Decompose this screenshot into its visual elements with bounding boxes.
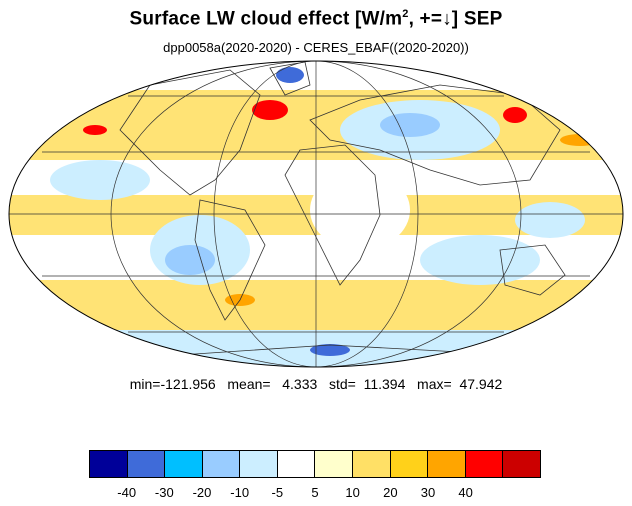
colorbar-cell (240, 451, 278, 477)
colorbar-tick-label: 20 (383, 485, 398, 500)
colorbar-tick-label: -40 (117, 485, 137, 500)
colorbar-cell (165, 451, 203, 477)
continent-eurasia (309, 84, 561, 186)
colorbar (89, 450, 541, 478)
colorbar-cell (90, 451, 128, 477)
colorbar-cell (503, 451, 540, 477)
continent-south-america (194, 199, 266, 321)
field-patch (420, 235, 540, 285)
field-patch (380, 113, 440, 137)
field-patch (310, 344, 350, 356)
globe-outline (8, 60, 624, 368)
colorbar-tick-label: -30 (154, 485, 174, 500)
colorbar-cell (428, 451, 466, 477)
title-prefix: Surface LW cloud effect [W/m (129, 8, 403, 30)
colorbar-cell (127, 451, 166, 477)
field-patch (515, 202, 585, 238)
colorbar-cell (315, 451, 354, 477)
field-patch (83, 125, 107, 135)
field-patch (252, 100, 288, 120)
field-patch (50, 160, 150, 200)
colorbar-cell (353, 451, 391, 477)
world-map (8, 60, 624, 368)
chart-subtitle: dpp0058a(2020-2020) - CERES_EBAF((2020-2… (163, 40, 469, 55)
continent-africa (284, 144, 381, 286)
continent-north-america (119, 69, 261, 196)
title-superscript: 2 (402, 8, 409, 20)
colorbar-tick-label: 5 (311, 485, 319, 500)
title-suffix: , +=↓] SEP (408, 8, 503, 30)
colorbar-tick-label: -5 (271, 485, 284, 500)
continent-greenland (269, 61, 311, 96)
colorbar-tick-label: -20 (192, 485, 212, 500)
field-patch (165, 245, 215, 275)
continent-australia (499, 244, 566, 296)
field-patch (503, 107, 527, 123)
colorbar-tick-label: 10 (345, 485, 360, 500)
colorbar-tick-label: 40 (458, 485, 473, 500)
colorbar-cell (390, 451, 429, 477)
chart-title: Surface LW cloud effect [W/m2, +=↓] SEP (0, 8, 632, 30)
stats-line: min=-121.956 mean= 4.333 std= 11.394 max… (129, 376, 503, 392)
colorbar-tick-label: 30 (420, 485, 436, 500)
field-patch (276, 67, 304, 83)
colorbar-tick-label: -10 (230, 485, 250, 500)
colorbar-cell (202, 451, 241, 477)
colorbar-cell (465, 451, 504, 477)
colorbar-cell (277, 451, 316, 477)
field-patch (310, 170, 410, 250)
